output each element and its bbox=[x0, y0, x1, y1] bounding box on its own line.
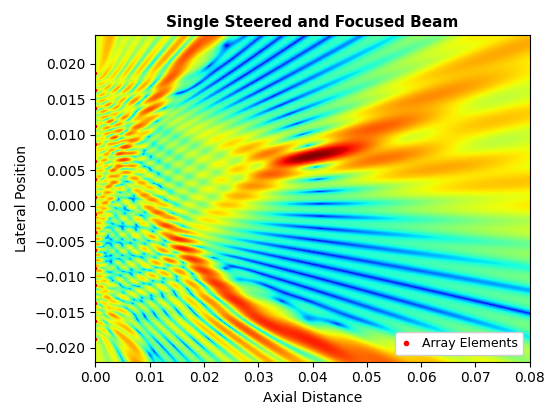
Array Elements bbox=[92, 336, 99, 341]
Array Elements bbox=[92, 123, 99, 129]
Array Elements bbox=[92, 105, 99, 110]
Array Elements bbox=[92, 230, 99, 235]
Array Elements bbox=[92, 176, 99, 181]
Array Elements bbox=[92, 141, 99, 146]
Array Elements bbox=[92, 159, 99, 164]
Array Elements bbox=[92, 301, 99, 306]
Array Elements bbox=[92, 70, 99, 75]
Array Elements bbox=[92, 318, 99, 323]
Array Elements bbox=[92, 247, 99, 252]
Line: Array Elements: Array Elements bbox=[94, 71, 97, 341]
Array Elements bbox=[92, 194, 99, 199]
Array Elements bbox=[92, 283, 99, 288]
X-axis label: Axial Distance: Axial Distance bbox=[263, 391, 362, 405]
Array Elements bbox=[92, 265, 99, 270]
Legend: Array Elements: Array Elements bbox=[395, 333, 524, 355]
Title: Single Steered and Focused Beam: Single Steered and Focused Beam bbox=[166, 15, 459, 30]
Y-axis label: Lateral Position: Lateral Position bbox=[15, 145, 29, 252]
Array Elements bbox=[92, 212, 99, 217]
Array Elements bbox=[92, 88, 99, 93]
